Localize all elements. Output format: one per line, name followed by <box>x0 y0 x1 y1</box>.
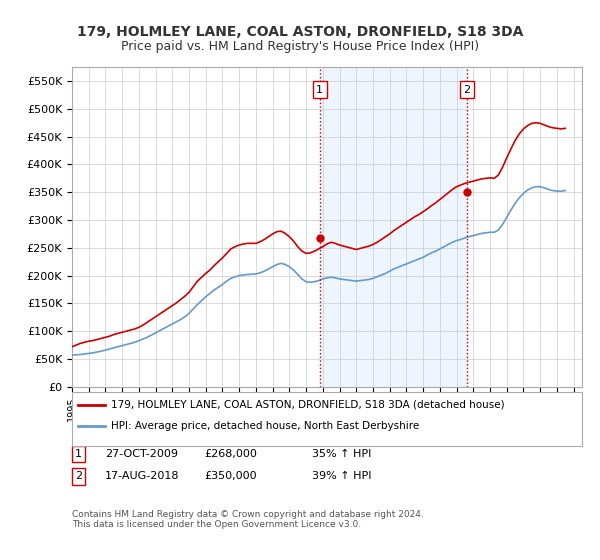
Text: 179, HOLMLEY LANE, COAL ASTON, DRONFIELD, S18 3DA: 179, HOLMLEY LANE, COAL ASTON, DRONFIELD… <box>77 25 523 39</box>
Text: 1: 1 <box>316 85 323 95</box>
Text: 39% ↑ HPI: 39% ↑ HPI <box>312 472 371 482</box>
Text: HPI: Average price, detached house, North East Derbyshire: HPI: Average price, detached house, Nort… <box>111 421 419 431</box>
Text: 179, HOLMLEY LANE, COAL ASTON, DRONFIELD, S18 3DA (detached house): 179, HOLMLEY LANE, COAL ASTON, DRONFIELD… <box>111 400 505 410</box>
Text: 1: 1 <box>75 449 82 459</box>
Text: 2: 2 <box>75 472 82 482</box>
Text: 27-OCT-2009: 27-OCT-2009 <box>105 449 178 459</box>
Text: 2: 2 <box>464 85 470 95</box>
Bar <box>320 67 467 387</box>
Text: Contains HM Land Registry data © Crown copyright and database right 2024.
This d: Contains HM Land Registry data © Crown c… <box>72 510 424 529</box>
Text: £350,000: £350,000 <box>204 472 257 482</box>
Text: £268,000: £268,000 <box>204 449 257 459</box>
Text: 17-AUG-2018: 17-AUG-2018 <box>105 472 179 482</box>
Text: 35% ↑ HPI: 35% ↑ HPI <box>312 449 371 459</box>
Text: Price paid vs. HM Land Registry's House Price Index (HPI): Price paid vs. HM Land Registry's House … <box>121 40 479 53</box>
